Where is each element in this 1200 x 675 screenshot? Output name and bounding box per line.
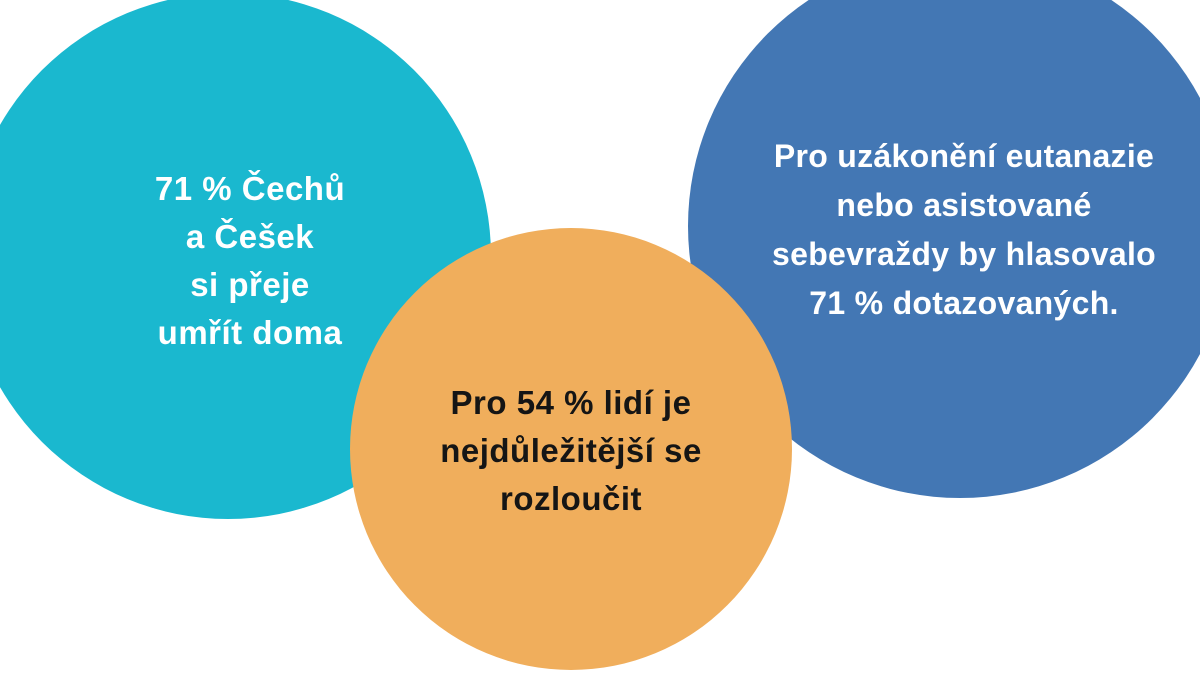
stat-line: Pro uzákonění eutanazie (773, 138, 1155, 174)
stat-line: nebo asistované (836, 187, 1092, 223)
stat-line: sebevraždy by hlasovalo (772, 236, 1156, 272)
stat-line: umřít doma (157, 314, 343, 351)
stat-line: rozloučit (500, 480, 642, 517)
stat-text-dying-at-home: 71 % Čechů a Češek si přeje umřít doma (155, 165, 345, 357)
stat-line: nejdůležitější se (440, 432, 702, 469)
stat-circle-euthanasia-vote: Pro uzákonění eutanazie nebo asistované … (688, 0, 1200, 498)
stat-text-euthanasia-vote: Pro uzákonění eutanazie nebo asistované … (772, 132, 1156, 328)
stat-line: a Češek (185, 218, 315, 255)
stat-circle-dying-at-home: 71 % Čechů a Češek si přeje umřít doma (0, 0, 491, 519)
stat-line: si přeje (190, 266, 310, 303)
stat-line: 71 % Čechů (154, 170, 346, 207)
stat-circle-farewell: Pro 54 % lidí je nejdůležitější se rozlo… (350, 228, 792, 670)
stat-text-farewell: Pro 54 % lidí je nejdůležitější se rozlo… (440, 379, 702, 523)
stat-line: Pro 54 % lidí je (450, 384, 692, 421)
stat-line: 71 % dotazovaných. (809, 285, 1119, 321)
